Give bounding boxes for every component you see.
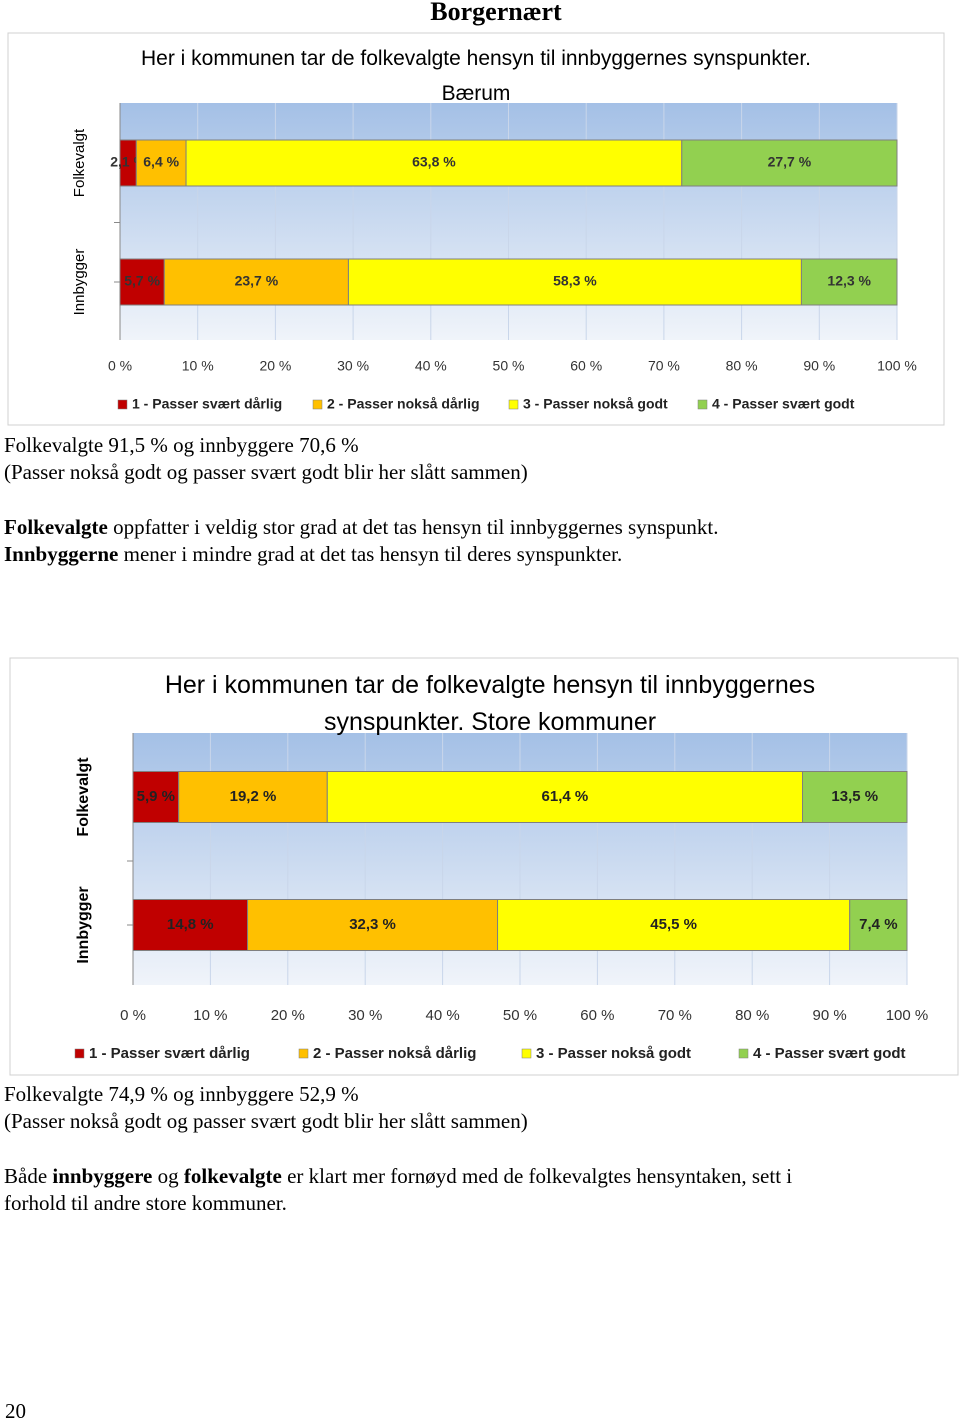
legend-swatch <box>298 1048 309 1059</box>
value-label: 12,3 % <box>827 273 871 289</box>
text-run: Folkevalgte <box>4 515 108 539</box>
value-label: 14,8 % <box>167 916 214 933</box>
text-run: folkevalgte <box>184 1164 282 1188</box>
legend-label: 3 - Passer nokså godt <box>523 396 668 412</box>
text-line: Innbyggerne mener i mindre grad at det t… <box>4 542 622 566</box>
bar-segment <box>132 899 249 951</box>
chart-title: Her i kommunen tar de folkevalgte hensyn… <box>164 671 816 736</box>
bar-segment <box>347 258 802 306</box>
legend-label: 4 - Passer svært godt <box>753 1045 906 1062</box>
bar-segment <box>119 258 165 306</box>
text-line: (Passer nokså godt og passer svært godt … <box>4 460 528 484</box>
text-line: (Passer nokså godt og passer svært godt … <box>4 1109 528 1133</box>
value-label: 61,4 % <box>542 788 589 805</box>
y-category-label: Innbygger <box>71 249 88 316</box>
text-run: og <box>152 1164 184 1188</box>
text-run: (Passer nokså godt og passer svært godt … <box>4 460 528 484</box>
text-line: forhold til andre store kommuner. <box>4 1191 287 1215</box>
y-category-label: Folkevalgt <box>71 128 88 197</box>
text-run: Folkevalgte 91,5 % og innbyggere 70,6 % <box>4 433 359 457</box>
x-tick-label: 30 % <box>348 1007 382 1024</box>
text-line: Folkevalgte oppfatter i veldig stor grad… <box>4 515 718 539</box>
value-label: 5,7 % <box>124 273 160 289</box>
legend-label: 4 - Passer svært godt <box>712 396 855 412</box>
x-tick-label: 0 % <box>120 1007 146 1024</box>
value-label: 19,2 % <box>230 788 277 805</box>
value-label: 6,4 % <box>143 154 179 170</box>
text-run: oppfatter i veldig stor grad at det tas … <box>108 515 719 539</box>
text-run: mener i mindre grad at det tas hensyn ti… <box>118 542 622 566</box>
x-tick-label: 90 % <box>803 358 835 374</box>
x-tick-label: 100 % <box>877 358 917 374</box>
x-tick-label: 40 % <box>425 1007 459 1024</box>
x-tick-label: 60 % <box>570 358 602 374</box>
x-tick-label: 40 % <box>415 358 447 374</box>
bar-segment <box>178 771 328 823</box>
text-run: Folkevalgte 74,9 % og innbyggere 52,9 % <box>4 1082 359 1106</box>
bar-segment <box>681 139 898 187</box>
x-tick-label: 20 % <box>259 358 291 374</box>
text-line: Folkevalgte 74,9 % og innbyggere 52,9 % <box>4 1082 359 1106</box>
value-label: 5,9 % <box>137 788 175 805</box>
x-tick-label: 10 % <box>182 358 214 374</box>
value-label: 13,5 % <box>831 788 878 805</box>
x-tick-label: 70 % <box>658 1007 692 1024</box>
x-tick-label: 90 % <box>812 1007 846 1024</box>
x-tick-label: 80 % <box>726 358 758 374</box>
text-run: er klart mer fornøyd med de folkevalgtes… <box>282 1164 792 1188</box>
bar-segment <box>185 139 683 187</box>
x-tick-label: 10 % <box>193 1007 227 1024</box>
text-run: (Passer nokså godt og passer svært godt … <box>4 1109 528 1133</box>
text-run: forhold til andre store kommuner. <box>4 1191 287 1215</box>
value-label: 7,4 % <box>859 916 897 933</box>
text-run: Innbyggerne <box>4 542 118 566</box>
x-tick-label: 30 % <box>337 358 369 374</box>
x-tick-label: 60 % <box>580 1007 614 1024</box>
value-label: 45,5 % <box>650 916 697 933</box>
legend-label: 2 - Passer nokså dårlig <box>327 396 480 412</box>
text-run: Både <box>4 1164 52 1188</box>
x-tick-label: 50 % <box>493 358 525 374</box>
value-label: 27,7 % <box>768 154 812 170</box>
x-tick-label: 20 % <box>271 1007 305 1024</box>
value-label: 58,3 % <box>553 273 597 289</box>
legend-swatch <box>697 399 708 410</box>
bar-segment <box>800 258 898 306</box>
text-line: Folkevalgte 91,5 % og innbyggere 70,6 % <box>4 433 359 457</box>
x-tick-label: 50 % <box>503 1007 537 1024</box>
value-label: 23,7 % <box>235 273 279 289</box>
bar-segment <box>163 258 349 306</box>
legend-label: 2 - Passer nokså dårlig <box>313 1045 476 1062</box>
legend-label: 1 - Passer svært dårlig <box>132 396 282 412</box>
legend-swatch <box>521 1048 532 1059</box>
x-tick-label: 70 % <box>648 358 680 374</box>
y-category-label: Folkevalgt <box>75 757 92 837</box>
x-tick-label: 0 % <box>108 358 132 374</box>
legend-swatch <box>117 399 128 410</box>
legend-swatch <box>508 399 519 410</box>
legend-swatch <box>74 1048 85 1059</box>
bar-segment <box>802 771 908 823</box>
y-category-label: Innbygger <box>75 886 92 963</box>
value-label: 63,8 % <box>412 154 456 170</box>
bar-segment <box>497 899 851 951</box>
chart-title: Her i kommunen tar de folkevalgte hensyn… <box>140 47 812 70</box>
legend-swatch <box>312 399 323 410</box>
chart-subtitle: Bærum <box>441 82 511 105</box>
legend-label: 1 - Passer svært dårlig <box>89 1045 250 1062</box>
x-tick-label: 80 % <box>735 1007 769 1024</box>
legend-swatch <box>738 1048 749 1059</box>
page-number: 20 <box>5 1399 26 1423</box>
text-line: Både innbyggere og folkevalgte er klart … <box>4 1164 792 1188</box>
text-run: innbyggere <box>52 1164 152 1188</box>
legend-label: 3 - Passer nokså godt <box>536 1045 691 1062</box>
x-tick-label: 100 % <box>886 1007 929 1024</box>
value-label: 32,3 % <box>349 916 396 933</box>
heading: Borgernært <box>430 0 562 26</box>
bar-segment <box>849 899 908 951</box>
